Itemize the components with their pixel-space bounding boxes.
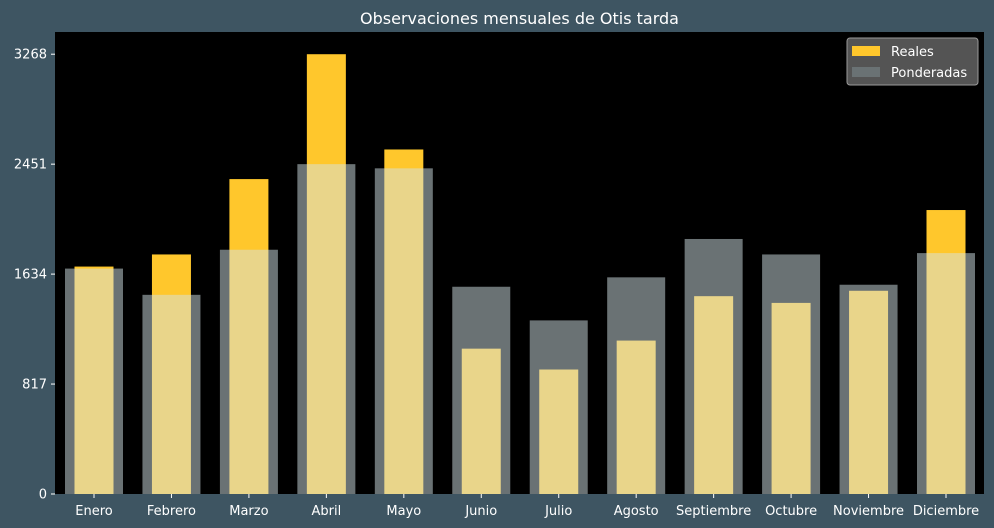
x-tick-label-octubre: Octubre — [765, 504, 817, 519]
bar-ponderadas-noviembre — [839, 284, 898, 494]
chart-title: Observaciones mensuales de Otis tarda — [360, 9, 679, 28]
y-axis: 0 817 1634 2451 3268 — [14, 48, 55, 503]
x-axis: Enero Febrero Marzo Abril Mayo Junio Julio Agos… — [75, 494, 979, 519]
bar-ponderadas-mayo — [374, 168, 433, 494]
x-tick-label-junio: Junio — [464, 504, 497, 519]
x-tick-label-septiembre: Septiembre — [676, 504, 751, 519]
bar-ponderadas-septiembre — [684, 238, 743, 494]
bar-ponderadas-julio — [529, 320, 588, 494]
y-tick-label-2451: 2451 — [14, 158, 47, 173]
bar-ponderadas-octubre — [762, 254, 821, 494]
x-tick-label-julio: Julio — [544, 504, 572, 519]
legend-swatch-reales — [852, 46, 880, 56]
bar-ponderadas-enero — [65, 268, 123, 494]
x-tick-label-enero: Enero — [75, 504, 113, 519]
x-tick-label-diciembre: Diciembre — [913, 504, 979, 519]
x-tick-label-abril: Abril — [312, 504, 342, 519]
ponderadas-series — [65, 164, 975, 494]
bar-ponderadas-diciembre — [917, 253, 975, 494]
y-tick-label-817: 817 — [22, 378, 47, 393]
legend-label-reales: Reales — [891, 45, 934, 60]
legend-label-ponderadas: Ponderadas — [891, 66, 967, 81]
x-tick-label-mayo: Mayo — [386, 504, 421, 519]
x-tick-label-agosto: Agosto — [614, 504, 659, 519]
plot-area — [55, 32, 984, 494]
y-tick-label-0: 0 — [39, 488, 47, 503]
y-tick-label-1634: 1634 — [14, 268, 47, 283]
bar-ponderadas-abril — [297, 164, 356, 494]
x-tick-label-febrero: Febrero — [147, 504, 196, 519]
bar-ponderadas-agosto — [607, 277, 666, 494]
x-tick-label-noviembre: Noviembre — [833, 504, 904, 519]
bar-ponderadas-junio — [452, 286, 511, 494]
y-tick-label-3268: 3268 — [14, 48, 47, 63]
legend-swatch-ponderadas — [852, 67, 880, 77]
bar-ponderadas-febrero — [142, 294, 201, 494]
bar-ponderadas-marzo — [219, 249, 278, 494]
legend: Reales Ponderadas — [846, 37, 979, 86]
x-tick-label-marzo: Marzo — [229, 504, 268, 519]
